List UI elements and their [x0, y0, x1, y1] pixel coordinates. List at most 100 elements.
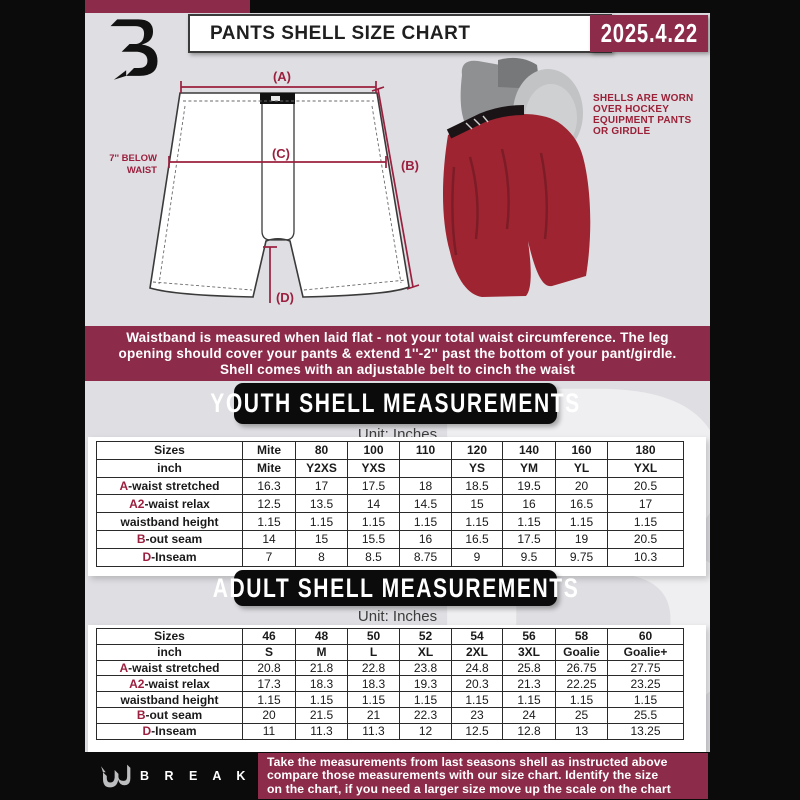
table-cell: 22.25 — [555, 675, 608, 693]
side-note-line: EQUIPMENT PANTS — [593, 115, 692, 126]
table-cell: 140 — [502, 441, 556, 460]
shorts-outline — [149, 92, 410, 298]
table-cell: XL — [399, 643, 452, 661]
date-text: 2025.4.22 — [600, 18, 698, 48]
footer-line: compare those measurements with our size… — [267, 768, 659, 783]
row-label: waistband height — [96, 512, 243, 531]
shorts-diagram: (A) (B) (C) (D) 7'' BELOW WAIST — [109, 69, 420, 305]
table-cell: Mite — [242, 458, 296, 478]
table-cell: 1.15 — [295, 691, 348, 708]
table-cell: 110 — [399, 441, 452, 460]
adult-unit-label: Unit: Inches — [357, 608, 438, 625]
table-cell: 13 — [555, 722, 608, 740]
table-cell: 25.8 — [502, 659, 556, 677]
table-cell: YL — [555, 458, 608, 478]
table-cell: 46 — [242, 628, 296, 645]
table-cell: 20.5 — [607, 476, 684, 496]
crotch-panel — [261, 94, 295, 241]
table-cell: 25.5 — [607, 706, 684, 724]
table-cell: 25 — [555, 706, 608, 724]
row-label-prefix: B — [136, 708, 146, 723]
table-cell: 1.15 — [399, 691, 452, 708]
table-cell: 1.15 — [451, 691, 503, 708]
table-cell: 20.3 — [451, 675, 503, 693]
row-label-prefix: A — [119, 660, 129, 675]
table-cell: 17.5 — [347, 476, 400, 496]
row-label: inch — [96, 458, 243, 478]
seam-stitching — [152, 100, 407, 291]
row-label-prefix: A2 — [129, 676, 145, 691]
footer: B R E A K A W A Y Take the measurements … — [0, 752, 800, 800]
row-label: A2-waist relax — [96, 675, 243, 693]
table-row: Sizes 46 48 50 52 54 56 58 60 — [96, 628, 684, 645]
table-cell: 22.8 — [347, 659, 400, 677]
row-label: waistband height — [96, 691, 243, 708]
shell-folds — [451, 148, 548, 256]
row-label: A-waist stretched — [96, 476, 243, 496]
table-cell: 17 — [295, 476, 348, 496]
note-line: Shell comes with an adjustable belt to c… — [219, 361, 576, 377]
breakaway-logo-icon — [110, 19, 158, 80]
table-cell: 180 — [607, 441, 684, 460]
youth-size-table: Sizes Mite 80 100 110 120 140 160 180 inch Mite Y2X… — [88, 437, 706, 576]
youth-section-banner: YOUTH SHELL MEASUREMENTS — [210, 383, 579, 424]
row-label-prefix: D — [142, 550, 152, 565]
table-cell: 1.15 — [347, 512, 400, 531]
below-waist-label-line1: 7'' BELOW — [109, 153, 157, 164]
table-cell: 2XL — [451, 643, 503, 661]
table-cell: 8.75 — [399, 547, 452, 567]
table-cell: 9 — [451, 547, 503, 567]
table-cell: 15.5 — [347, 529, 400, 549]
waistband-note-banner: Waistband is measured when laid flat - n… — [85, 326, 710, 381]
table-cell: 18 — [399, 476, 452, 496]
table-row: D-Inseam 7 8 8.5 8.75 9 9.5 9.75 10.3 — [96, 547, 684, 567]
table-cell: 16.3 — [242, 476, 296, 496]
note-line: opening should cover your pants & extend… — [118, 345, 677, 361]
table-cell: 16 — [502, 494, 556, 514]
table-cell: 48 — [295, 628, 348, 645]
footer-line: on the chart, if you need a larger size … — [267, 781, 671, 796]
table-cell: 11.3 — [347, 722, 400, 740]
table-cell: 3XL — [502, 643, 556, 661]
table-row: A-waist stretched 16.3 17 17.5 18 18.5 19.5 20 2… — [96, 476, 684, 496]
table-row: B-out seam 14 15 15.5 16 16.5 17.5 19 20.5 — [96, 529, 684, 549]
table-cell: 12.5 — [451, 722, 503, 740]
table-cell: 7 — [242, 547, 296, 567]
table-cell: 12.5 — [242, 494, 296, 514]
table-cell: S — [242, 643, 296, 661]
table-cell: Goalie — [555, 643, 608, 661]
table-cell: 19.3 — [399, 675, 452, 693]
table-cell: 18.3 — [347, 675, 400, 693]
row-label: B-out seam — [96, 529, 243, 549]
below-waist-label-line2: WAIST — [127, 165, 157, 176]
side-note-line: OVER HOCKEY — [593, 104, 670, 115]
hockey-shell-photo — [443, 57, 591, 297]
table-cell: M — [295, 643, 348, 661]
table-cell: 21.3 — [502, 675, 556, 693]
table-cell: 9.75 — [555, 547, 608, 567]
table-cell: 11.3 — [295, 722, 348, 740]
table-cell: 19 — [555, 529, 608, 549]
table-cell: 20 — [242, 706, 296, 724]
table-cell: 12.8 — [502, 722, 556, 740]
table-cell: 14 — [347, 494, 400, 514]
table-cell: 52 — [399, 628, 452, 645]
table-cell: YM — [502, 458, 556, 478]
table-cell: Y2XS — [295, 458, 348, 478]
row-label-prefix: A — [119, 478, 129, 493]
table-cell: 20.8 — [242, 659, 296, 677]
row-label: inch — [96, 643, 243, 661]
row-label: A-waist stretched — [96, 659, 243, 677]
row-label-prefix: B — [136, 532, 146, 547]
table-cell: 16.5 — [451, 529, 503, 549]
table-cell: Mite — [242, 441, 296, 460]
table-cell: 18.3 — [295, 675, 348, 693]
table-cell: 56 — [502, 628, 556, 645]
table-cell: 100 — [347, 441, 400, 460]
red-shell — [443, 114, 591, 297]
adult-section-banner: ADULT SHELL MEASUREMENTS — [212, 570, 577, 606]
table-cell: 16 — [399, 529, 452, 549]
label-c: (C) — [272, 146, 290, 161]
table-cell: 80 — [295, 441, 348, 460]
table-cell: 8.5 — [347, 547, 400, 567]
